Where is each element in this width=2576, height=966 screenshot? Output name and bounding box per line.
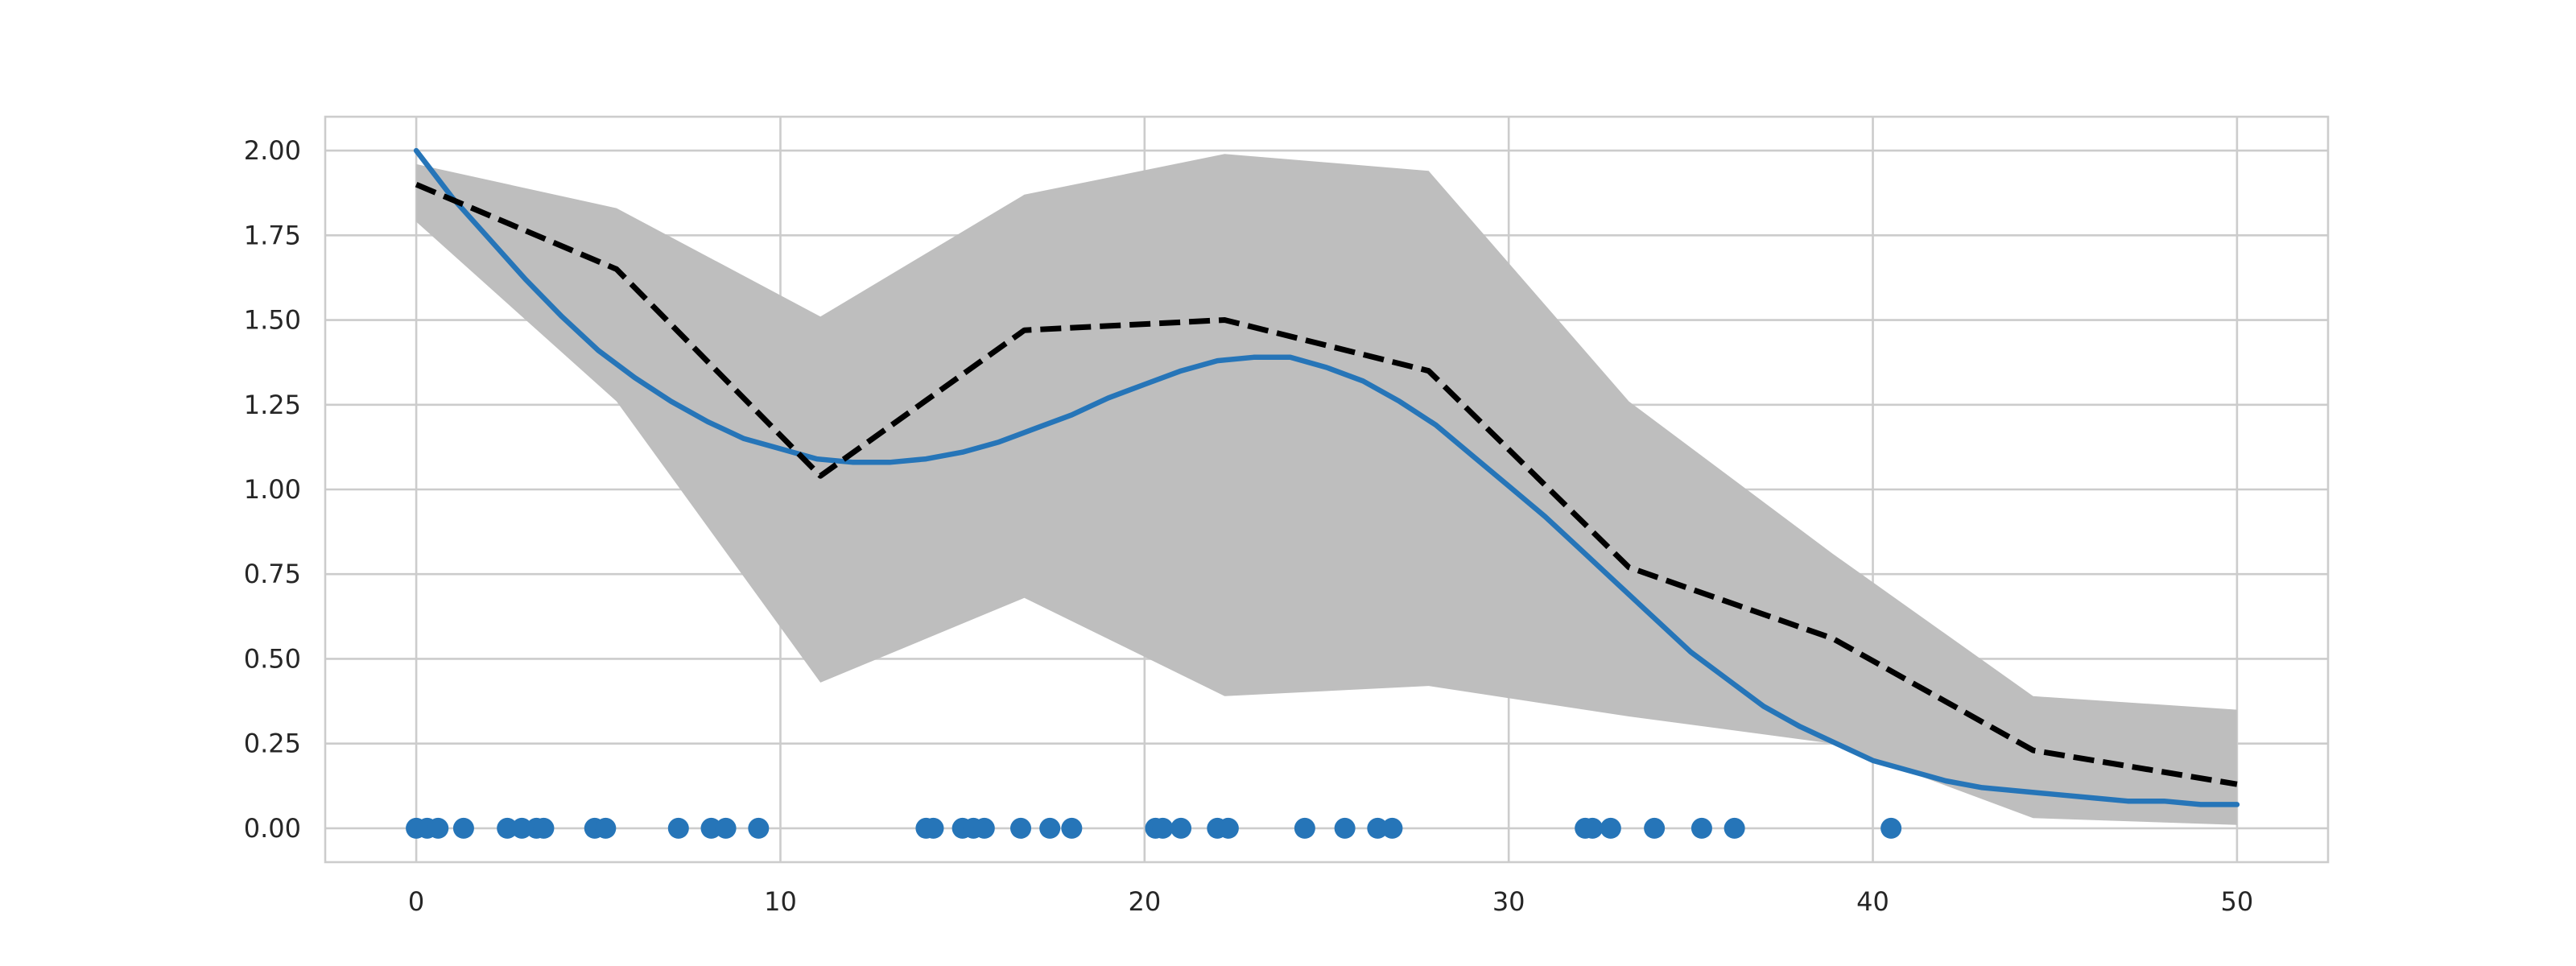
data-point xyxy=(1217,817,1239,839)
y-tick-label: 0.75 xyxy=(244,559,301,589)
data-point xyxy=(1644,817,1666,839)
y-tick-label: 0.50 xyxy=(244,643,301,674)
data-point xyxy=(1600,817,1621,839)
x-tick-label: 20 xyxy=(1128,886,1161,917)
data-point xyxy=(595,817,617,839)
data-point xyxy=(1724,817,1745,839)
x-tick-label: 40 xyxy=(1856,886,1889,917)
y-tick-label: 1.00 xyxy=(244,474,301,505)
data-point xyxy=(1152,817,1174,839)
data-point xyxy=(923,817,944,839)
y-tick-label: 0.00 xyxy=(244,813,301,844)
data-point xyxy=(511,817,533,839)
y-tick-label: 2.00 xyxy=(244,135,301,166)
y-tick-label: 1.75 xyxy=(244,220,301,250)
y-tick-label: 0.25 xyxy=(244,729,301,759)
data-point xyxy=(700,817,722,839)
x-tick-label: 50 xyxy=(2221,886,2254,917)
estimate-line xyxy=(415,181,2238,787)
true-curve-line xyxy=(413,147,2240,807)
x-axis-tick-labels: 0 10 20 30 40 50 xyxy=(408,886,2253,917)
data-point xyxy=(1381,817,1403,839)
data-point xyxy=(1367,817,1389,839)
x-tick-label: 10 xyxy=(764,886,797,917)
data-point xyxy=(427,817,449,839)
data-point xyxy=(1880,817,1902,839)
confidence-band-layer xyxy=(416,154,2237,825)
data-point xyxy=(1690,817,1712,839)
data-point xyxy=(452,817,474,839)
series-line-layer xyxy=(413,147,2240,807)
x-tick-label: 0 xyxy=(408,886,424,917)
data-point xyxy=(667,817,689,839)
plot-frame xyxy=(324,115,2330,864)
data-point xyxy=(497,817,518,839)
data-point xyxy=(1010,817,1032,839)
y-axis-tick-labels: 0.00 0.25 0.50 0.75 1.00 1.25 1.50 1.75 2.00 xyxy=(244,135,301,844)
data-point xyxy=(1294,817,1315,839)
data-point xyxy=(1061,817,1083,839)
y-tick-label: 1.25 xyxy=(244,390,301,420)
data-point xyxy=(973,817,995,839)
data-point xyxy=(533,817,555,839)
x-tick-label: 30 xyxy=(1492,886,1525,917)
y-tick-label: 1.50 xyxy=(244,305,301,336)
data-points-layer xyxy=(406,817,1902,839)
data-point xyxy=(1334,817,1356,839)
data-point xyxy=(1582,817,1604,839)
confidence-band xyxy=(416,154,2237,825)
data-point xyxy=(715,817,737,839)
data-point xyxy=(1170,817,1192,839)
data-point xyxy=(748,817,770,839)
data-point xyxy=(1039,817,1061,839)
